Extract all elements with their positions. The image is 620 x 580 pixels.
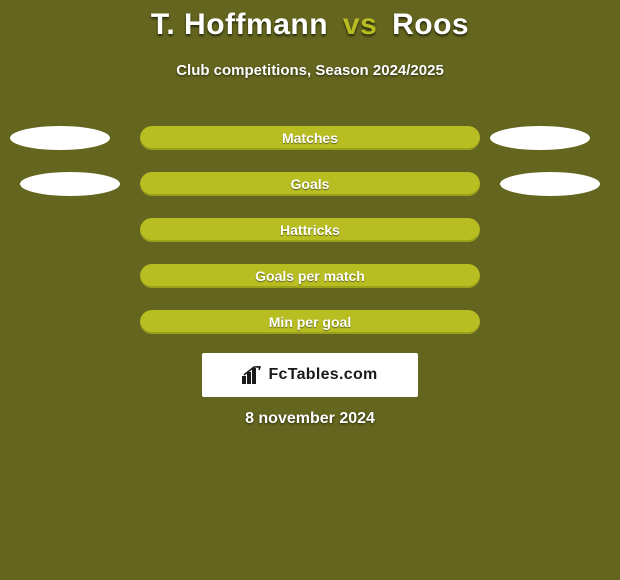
attribution-badge: FcTables.com: [202, 353, 418, 397]
stat-row: Goals per match: [0, 264, 620, 288]
stat-row: Matches: [0, 126, 620, 150]
right-value-pill: [490, 126, 590, 150]
player2-name: Roos: [392, 8, 469, 41]
stat-label: Goals: [140, 172, 480, 196]
player1-name: T. Hoffmann: [151, 8, 328, 41]
stat-row: Goals: [0, 172, 620, 196]
stat-row: Min per goal: [0, 310, 620, 334]
left-value-pill: [10, 126, 110, 150]
stat-label: Matches: [140, 126, 480, 150]
page-title: T. Hoffmann vs Roos: [0, 8, 620, 42]
stat-label: Hattricks: [140, 218, 480, 242]
chart-canvas: T. Hoffmann vs Roos Club competitions, S…: [0, 0, 620, 580]
stat-label: Goals per match: [140, 264, 480, 288]
attribution-text: FcTables.com: [268, 366, 377, 384]
right-value-pill: [500, 172, 600, 196]
stat-label: Min per goal: [140, 310, 480, 334]
vs-label: vs: [343, 8, 377, 41]
bars-icon: [242, 366, 262, 384]
stat-row: Hattricks: [0, 218, 620, 242]
subtitle: Club competitions, Season 2024/2025: [0, 62, 620, 79]
date-label: 8 november 2024: [0, 410, 620, 428]
left-value-pill: [20, 172, 120, 196]
